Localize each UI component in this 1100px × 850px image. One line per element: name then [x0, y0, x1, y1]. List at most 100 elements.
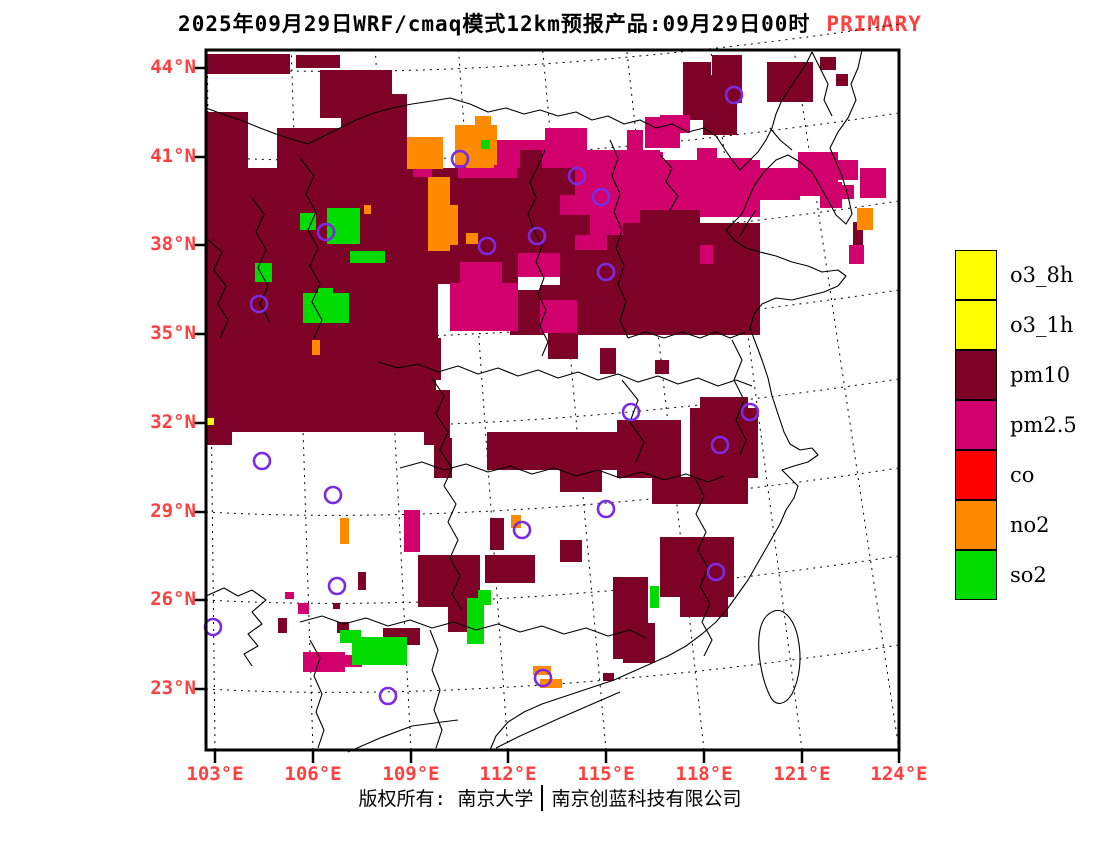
copyright-footer: 版权所有: 南京大学 南京创蓝科技有限公司	[0, 784, 1100, 815]
boundary-line	[627, 331, 747, 339]
pollutant-cell-pm10	[490, 518, 504, 550]
lon-label: 112°E	[479, 763, 537, 785]
pollutant-cell-pm25	[736, 176, 760, 196]
footer-right: 南京创蓝科技有限公司	[551, 788, 742, 810]
graticule-parallel	[205, 467, 900, 516]
pollutant-cell-pm10	[355, 338, 441, 380]
boundary-line	[299, 157, 323, 339]
legend-row: no2	[955, 499, 1077, 550]
lat-label: 35°N	[150, 322, 196, 344]
pollutant-cell-no2	[364, 205, 371, 214]
boundary-line	[527, 149, 549, 357]
boundary-line	[758, 610, 801, 704]
pollutant-cell-so2	[300, 213, 316, 230]
pollutant-cell-pm10	[206, 112, 248, 170]
legend-label: pm2.5	[1010, 413, 1077, 437]
pollutant-cell-pm10	[680, 597, 728, 617]
pollutant-cell-pm10	[520, 150, 542, 175]
legend-row: co	[955, 449, 1077, 500]
boundary-line	[739, 209, 757, 237]
lon-label: 124°E	[870, 763, 928, 785]
graticule-meridian	[542, 49, 607, 751]
pollutant-cell-pm10	[487, 432, 620, 470]
pollutant-cell-pm10	[655, 360, 669, 374]
lon-label: 118°E	[675, 763, 733, 785]
boundary-line	[309, 639, 325, 749]
legend-label: o3_1h	[1010, 313, 1074, 337]
pollutant-cell-o3	[206, 418, 214, 425]
city-marker	[249, 294, 269, 314]
city-marker	[706, 562, 726, 582]
lat-label: 41°N	[150, 145, 196, 167]
boundary-line	[431, 377, 463, 611]
pollutant-cell-pm10	[600, 348, 616, 374]
pollutant-cell-pm10	[230, 410, 242, 418]
pollutant-cell-so2	[255, 263, 272, 282]
pollutant-cell-so2	[352, 637, 407, 665]
pollutant-legend: o3_8h o3_1h pm10 pm2.5 co no2 so2	[955, 249, 1077, 600]
lon-label: 106°E	[284, 763, 342, 785]
legend-label: pm10	[1010, 363, 1071, 387]
pollutant-cell-pm25	[540, 300, 577, 333]
legend-label: o3_8h	[1010, 263, 1074, 287]
pollutant-cell-pm10	[485, 555, 535, 583]
legend-row: so2	[955, 549, 1077, 600]
pollutant-cell-pm10	[358, 572, 366, 590]
pollutant-cell-pm10	[424, 390, 450, 445]
pollutant-cell-pm10	[337, 622, 349, 633]
pollutant-cell-no2	[466, 150, 494, 168]
city-marker	[596, 262, 616, 282]
graticule-parallel	[205, 644, 900, 693]
pollutant-cell-so2	[481, 140, 490, 149]
city-marker	[378, 686, 398, 706]
pollutant-cell-pm10	[617, 420, 681, 478]
city-marker	[740, 402, 760, 422]
boundary-line	[347, 719, 459, 753]
legend-swatch-no2	[955, 499, 997, 550]
pollutant-cell-pm25	[615, 152, 663, 165]
boundary-line	[731, 339, 747, 456]
footer-left: 版权所有: 南京大学	[358, 788, 534, 810]
pollutant-cell-pm25	[700, 245, 713, 264]
pollutant-cell-so2	[650, 586, 659, 608]
city-marker	[533, 668, 553, 688]
boundary-line	[659, 154, 679, 211]
pollutant-cell-pm25	[860, 168, 886, 198]
pollutant-cell-pm25	[285, 592, 294, 599]
city-marker	[252, 451, 272, 471]
city-marker	[724, 85, 744, 105]
pollutant-cell-pm25	[460, 262, 502, 292]
pollutant-cell-pm25	[849, 245, 864, 264]
boundary-line	[205, 237, 229, 339]
pollutant-cell-so2	[350, 251, 385, 263]
boundary-line	[205, 587, 267, 667]
pollutant-cell-pm25	[560, 195, 594, 215]
pollutant-cell-no2	[540, 679, 562, 688]
map-border	[204, 48, 901, 752]
lat-label: 23°N	[150, 677, 196, 699]
pollutant-cell-pm10	[623, 623, 655, 663]
pollutant-cell-so2	[340, 630, 361, 643]
pollutant-cell-pm10	[640, 210, 700, 230]
city-marker	[621, 402, 641, 422]
legend-row: o3_1h	[955, 299, 1077, 350]
lon-label: 103°E	[186, 763, 244, 785]
legend-row: pm2.5	[955, 399, 1077, 450]
pollutant-cell-so2	[467, 598, 484, 644]
pollutant-cell-pm10	[836, 74, 848, 86]
pollutant-cell-pm25	[303, 652, 345, 672]
lat-label: 29°N	[150, 500, 196, 522]
boundary-line	[621, 379, 645, 463]
pollutant-cell-no2	[340, 518, 349, 544]
pollutant-cell-pm10	[767, 62, 813, 102]
boundary-line	[399, 461, 725, 483]
boundary-line	[769, 127, 793, 151]
page-title: 2025年09月29日WRF/cmaq模式12km预报产品:09月29日00时 P…	[0, 8, 1100, 38]
boundary-line	[299, 615, 647, 639]
pollutant-cell-pm25	[838, 160, 858, 180]
city-marker	[591, 187, 611, 207]
legend-row: o3_8h	[955, 249, 1077, 300]
pollutant-cell-no2	[440, 205, 458, 245]
pollutant-cell-so2	[318, 288, 333, 299]
city-marker	[323, 485, 343, 505]
